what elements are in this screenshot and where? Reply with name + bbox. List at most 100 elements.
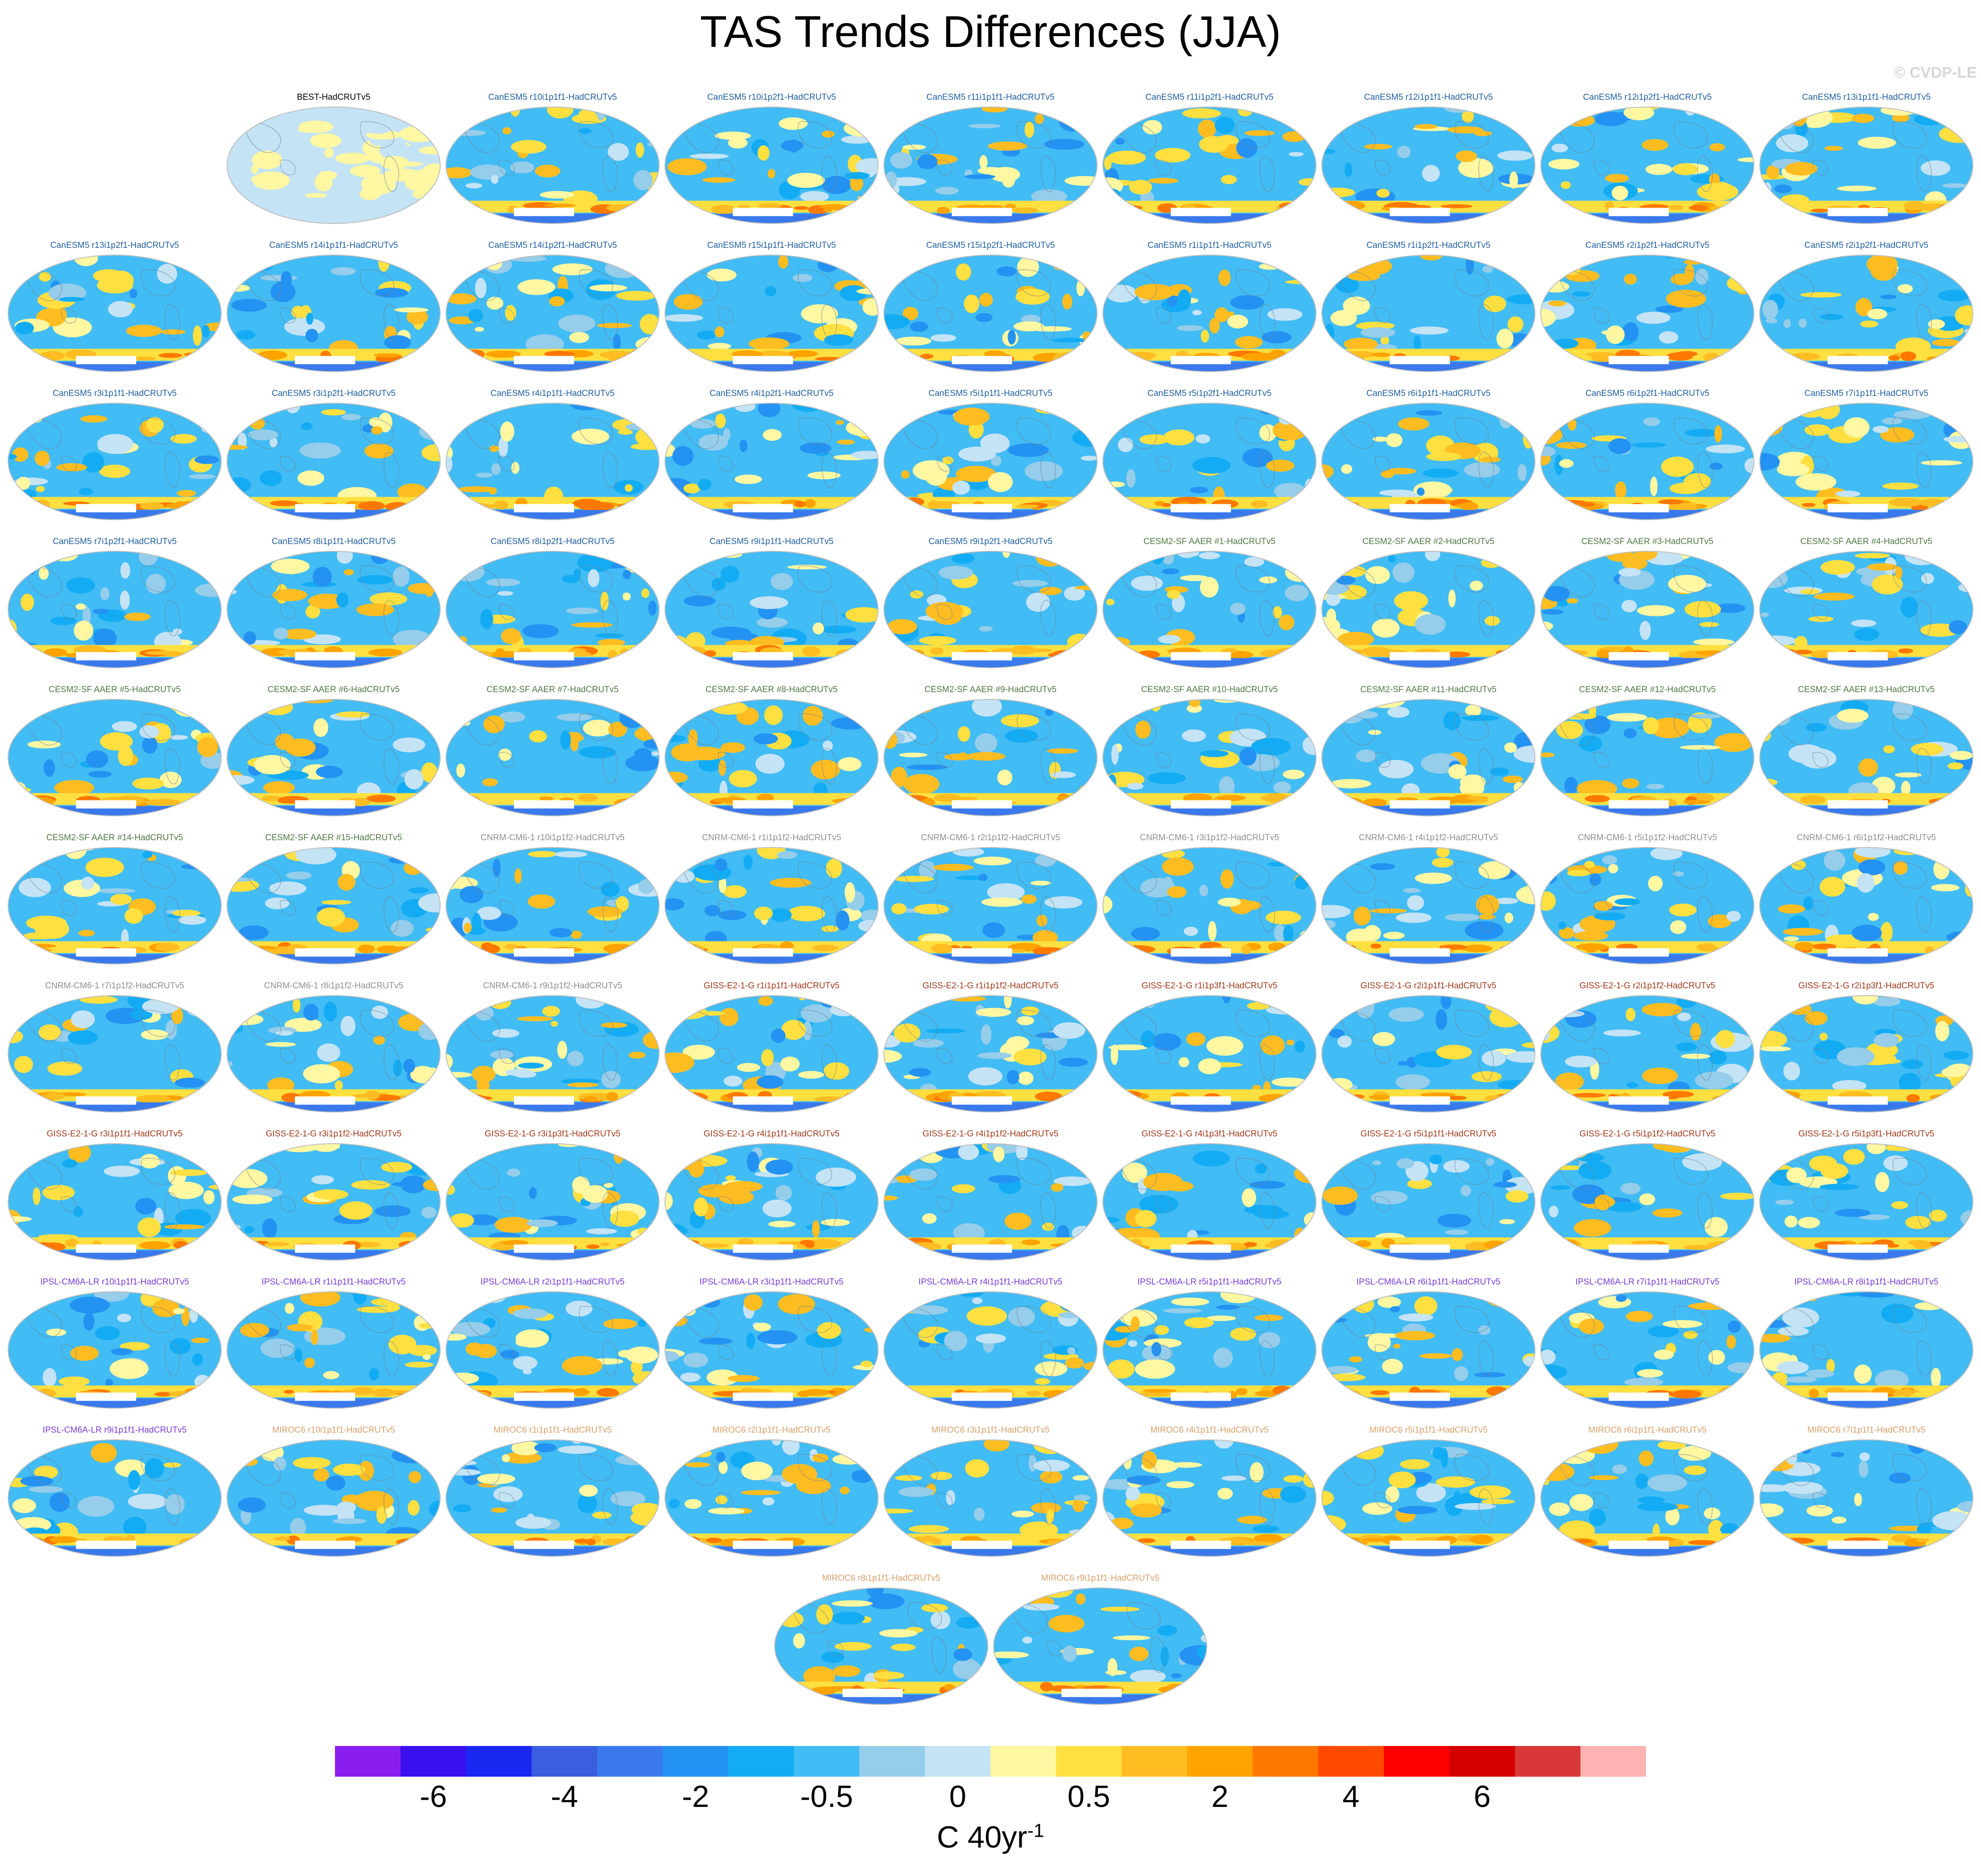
- southern-warm-patch: [1103, 1094, 1127, 1104]
- anomaly-patch: [1574, 1219, 1611, 1237]
- southern-warm-patch: [600, 351, 635, 359]
- map-panel: CanESM5 r12i1p2f1-HadCRUTv5: [1540, 93, 1755, 228]
- anomaly-patch: [1048, 1615, 1085, 1633]
- anomaly-patch: [159, 772, 182, 788]
- map-panel-title: CESM2-SF AAER #4-HadCRUTv5: [1800, 537, 1933, 546]
- anomaly-patch: [1895, 566, 1902, 579]
- map-panel-title: CanESM5 r2i1p2f1-HadCRUTv5: [1804, 241, 1929, 250]
- anomaly-patch: [1837, 708, 1869, 723]
- southern-warm-patch: [1770, 948, 1802, 954]
- anomaly-patch: [1220, 869, 1234, 889]
- map-panel-title: CESM2-SF AAER #8-HadCRUTv5: [705, 685, 838, 694]
- anomaly-patch: [952, 1184, 975, 1193]
- anomaly-patch: [446, 1462, 460, 1468]
- coastline: [1558, 1011, 1595, 1042]
- anomaly-patch: [1594, 112, 1628, 126]
- anomaly-patch: [15, 321, 34, 335]
- anomaly-patch: [1768, 707, 1791, 726]
- trend-map: [446, 107, 660, 224]
- southern-warm-patch: [214, 1387, 221, 1396]
- anomaly-patch: [1051, 338, 1092, 343]
- map-panel-title: GISS-E2-1-G r5i1p1f2-HadCRUTv5: [1579, 1129, 1716, 1139]
- southern-warm-patch: [227, 499, 245, 508]
- anomaly-patch: [1139, 1144, 1159, 1149]
- anomaly-patch: [1190, 487, 1209, 493]
- anomaly-patch: [503, 1452, 542, 1464]
- anomaly-patch: [139, 725, 159, 739]
- coastline: [244, 419, 281, 449]
- anomaly-patch: [1835, 1209, 1871, 1217]
- missing-data-mask: [1609, 504, 1669, 512]
- coastline: [1455, 1454, 1489, 1481]
- anomaly-patch: [1679, 745, 1721, 750]
- anomaly-patch: [1677, 1012, 1691, 1021]
- anomaly-patch: [1932, 1511, 1973, 1531]
- southern-warm-patch: [777, 1241, 804, 1245]
- anomaly-patch: [419, 146, 440, 155]
- map-panel-title: CNRM-CM6-1 r2i1p1f2-HadCRUTv5: [921, 833, 1060, 843]
- anomaly-patch: [1860, 320, 1879, 328]
- anomaly-patch: [1443, 711, 1461, 731]
- southern-warm-patch: [793, 206, 809, 210]
- coastline: [1558, 122, 1595, 153]
- anomaly-patch: [1495, 1144, 1511, 1154]
- anomaly-patch: [306, 162, 335, 172]
- coastline: [280, 1492, 296, 1508]
- anomaly-patch: [866, 1588, 884, 1597]
- coastline: [1674, 121, 1708, 149]
- southern-warm-patch: [1546, 1392, 1571, 1397]
- anomaly-patch: [595, 633, 624, 638]
- map-border: [1321, 847, 1535, 964]
- map-panel: GISS-E2-1-G r5i1p3f1-HadCRUTv5: [1759, 1129, 1974, 1265]
- anomaly-patch: [1062, 1645, 1077, 1662]
- anomaly-patch: [873, 1373, 878, 1393]
- anomaly-patch: [1279, 414, 1293, 425]
- southern-warm-patch: [631, 349, 644, 359]
- map-panel: IPSL-CM6A-LR r9i1p1f1-HadCRUTv5: [7, 1425, 222, 1561]
- anomaly-patch: [392, 1144, 407, 1147]
- coastline: [579, 565, 614, 593]
- anomaly-patch: [1178, 1057, 1190, 1067]
- anomaly-patch: [99, 465, 130, 478]
- southern-warm-patch: [1760, 797, 1774, 803]
- southern-warm-patch: [40, 351, 65, 361]
- southern-warm-patch: [1505, 1093, 1526, 1099]
- southern-warm-patch: [205, 1537, 217, 1544]
- map-panel: MIROC6 r2i1p1f1-HadCRUTv5: [664, 1425, 879, 1561]
- anomaly-patch: [665, 1009, 690, 1016]
- coastline: [1017, 861, 1051, 889]
- units-superscript: -1: [1027, 1820, 1044, 1841]
- map-panel-title: CESM2-SF AAER #2-HadCRUTv5: [1362, 537, 1495, 546]
- anomaly-patch: [1882, 417, 1903, 425]
- anomaly-patch: [1121, 996, 1152, 999]
- anomaly-patch: [1059, 1295, 1095, 1313]
- anomaly-patch: [996, 266, 1017, 277]
- southern-warm-patch: [208, 355, 221, 361]
- coastline: [1236, 417, 1270, 445]
- missing-data-mask: [1828, 208, 1888, 216]
- trend-map: [1321, 255, 1535, 372]
- coastline: [1813, 307, 1828, 324]
- anomaly-patch: [284, 317, 326, 336]
- trend-map: [884, 1439, 1097, 1557]
- missing-data-mask: [76, 1096, 136, 1105]
- southern-warm-patch: [1523, 350, 1535, 360]
- map-panel-title: GISS-E2-1-G r3i1p1f1-HadCRUTv5: [47, 1129, 183, 1139]
- anomaly-patch: [1242, 448, 1273, 467]
- anomaly-patch: [1288, 152, 1304, 157]
- anomaly-patch: [830, 1003, 857, 1016]
- anomaly-patch: [1370, 908, 1407, 913]
- colorbar-swatch: [1384, 1746, 1450, 1777]
- anomaly-patch: [965, 1459, 989, 1478]
- map-panel-title: GISS-E2-1-G r2i1p1f1-HadCRUTv5: [1360, 981, 1497, 991]
- trend-map: [446, 847, 660, 964]
- southern-warm-patch: [169, 1391, 198, 1397]
- southern-warm-patch: [1541, 205, 1551, 214]
- missing-data-mask: [733, 1541, 793, 1549]
- anomaly-patch: [561, 1078, 601, 1084]
- map-panel-title: CNRM-CM6-1 r7i1p1f2-HadCRUTv5: [45, 981, 185, 991]
- anomaly-patch: [1867, 563, 1898, 571]
- anomaly-patch: [453, 561, 485, 582]
- anomaly-patch: [1237, 1516, 1267, 1524]
- anomaly-patch: [9, 935, 30, 945]
